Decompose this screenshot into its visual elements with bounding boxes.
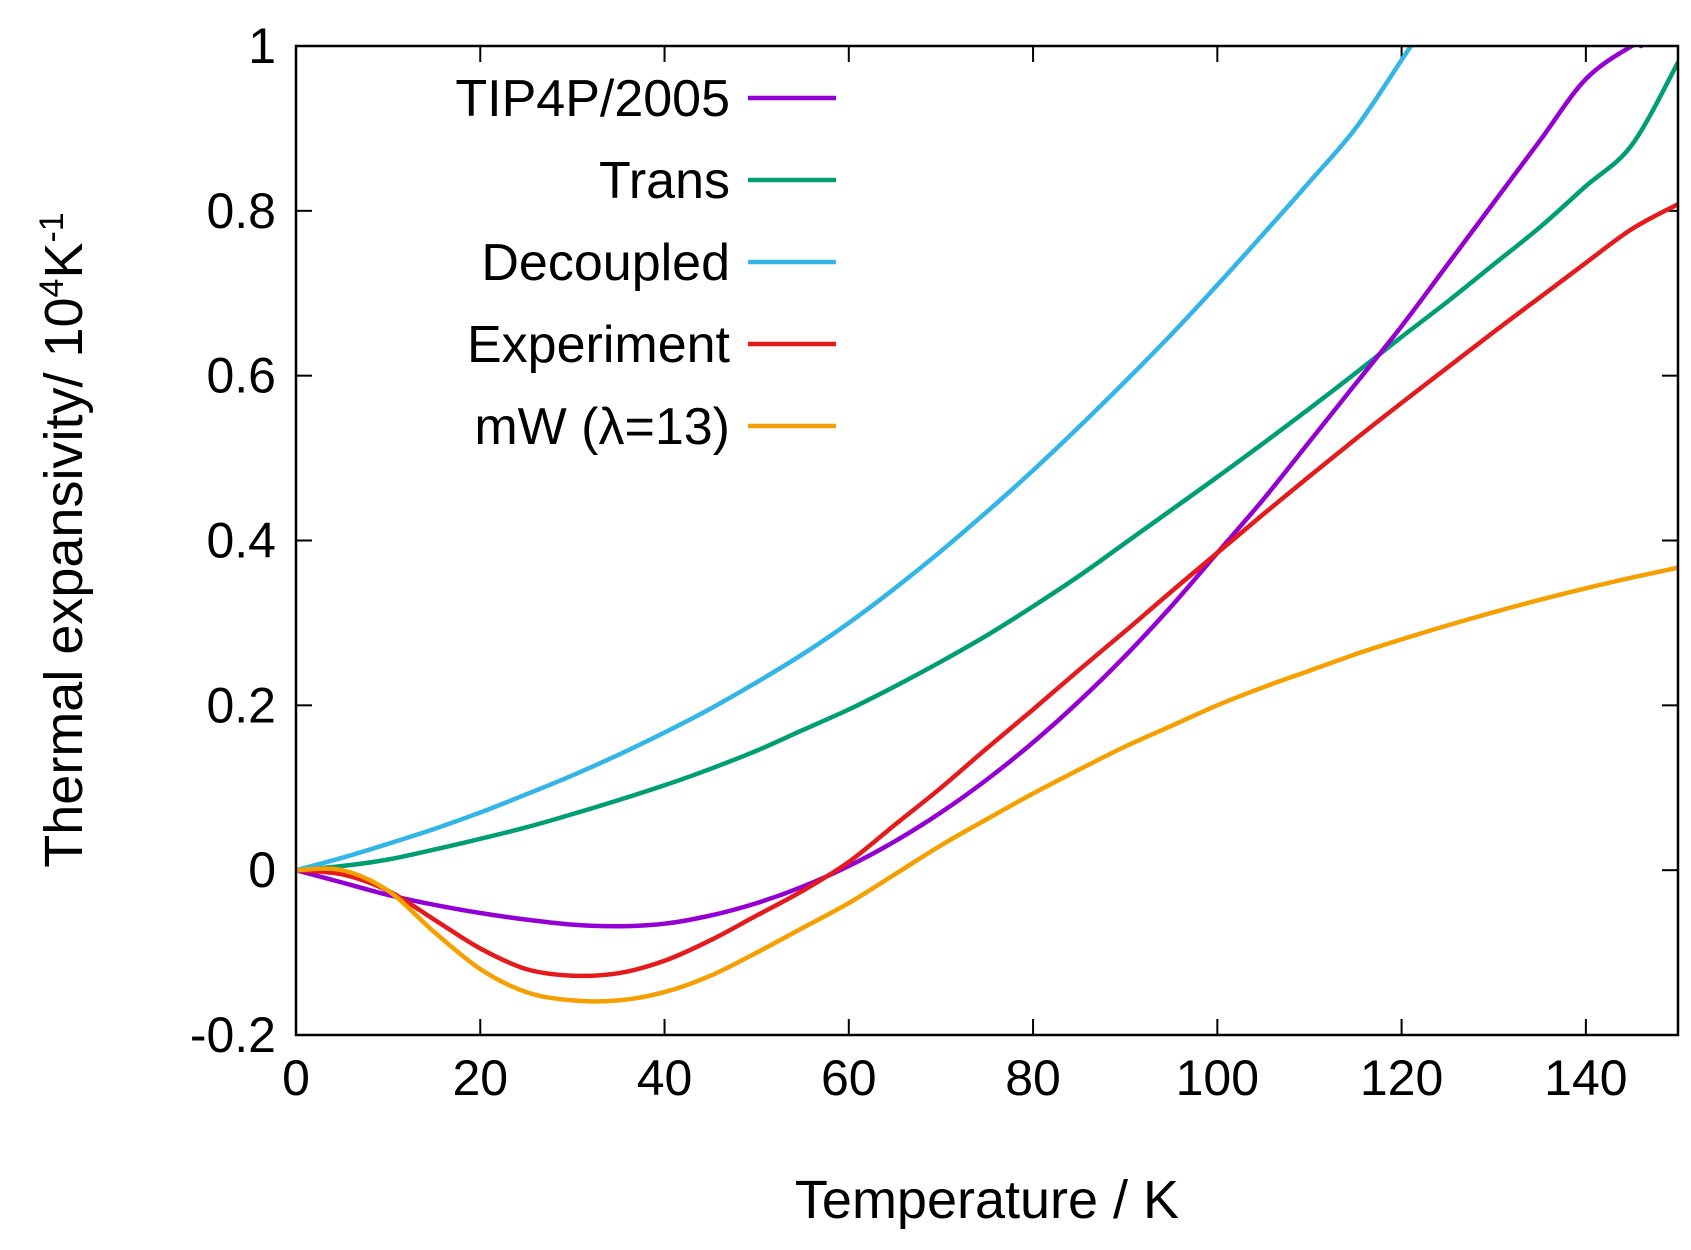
y-tick-label: 0.2 <box>206 677 276 733</box>
legend-label: Decoupled <box>481 234 730 292</box>
x-tick-label: 40 <box>637 1050 693 1106</box>
x-tick-label: 80 <box>1005 1050 1061 1106</box>
y-tick-label: 0 <box>248 842 276 898</box>
x-tick-label: 120 <box>1360 1050 1443 1106</box>
legend-entry: Trans <box>599 152 836 210</box>
series-layer <box>296 46 1678 1004</box>
legend-label: Experiment <box>467 316 731 374</box>
y-tick-label: -0.2 <box>190 1007 276 1063</box>
legend-label: Trans <box>599 152 730 210</box>
legend-entry: TIP4P/2005 <box>455 70 836 128</box>
legend-label: mW (λ=13) <box>474 398 730 456</box>
legend-entry: mW (λ=13) <box>474 398 836 456</box>
x-tick-label: 60 <box>821 1050 877 1106</box>
x-tick-label: 140 <box>1544 1050 1627 1106</box>
y-tick-label: 0.6 <box>206 348 276 404</box>
y-tick-labels: -0.2 0 0.2 0.4 0.6 0.8 1 <box>190 18 276 1063</box>
y-tick-label: 1 <box>248 18 276 74</box>
y-tick-label: 0.8 <box>206 183 276 239</box>
series-line-experiment <box>296 201 1678 979</box>
x-axis-label: Temperature / K <box>795 1170 1179 1230</box>
series-line-trans <box>296 60 1678 873</box>
legend-entry: Decoupled <box>481 234 836 292</box>
y-axis-label-unit-exponent: -1 <box>33 212 71 242</box>
plot-frame <box>294 44 1680 1037</box>
y-axis-label-main: Thermal expansivity/ 10 <box>34 297 94 867</box>
series-line-tip4p-2005 <box>296 46 1644 929</box>
y-axis-label: Thermal expansivity/ 104K-1 <box>33 212 94 867</box>
x-tick-label: 0 <box>282 1050 310 1106</box>
axis-ticks <box>295 45 1678 1036</box>
legend: TIP4P/2005 Trans Decoupled Experiment mW (λ=… <box>455 70 836 456</box>
y-axis-label-exponent: 4 <box>33 279 71 298</box>
series-line-mw-13 <box>296 565 1678 1004</box>
legend-label: TIP4P/2005 <box>455 70 730 128</box>
x-tick-label: 100 <box>1176 1050 1259 1106</box>
series-line-decoupled <box>296 46 1414 873</box>
legend-entry: Experiment <box>467 316 836 374</box>
y-tick-label: 0.4 <box>206 513 276 569</box>
x-tick-label: 20 <box>452 1050 508 1106</box>
x-tick-labels: 0 20 40 60 80 100 120 140 <box>282 1050 1627 1106</box>
y-axis-label-unit: K <box>34 243 94 279</box>
